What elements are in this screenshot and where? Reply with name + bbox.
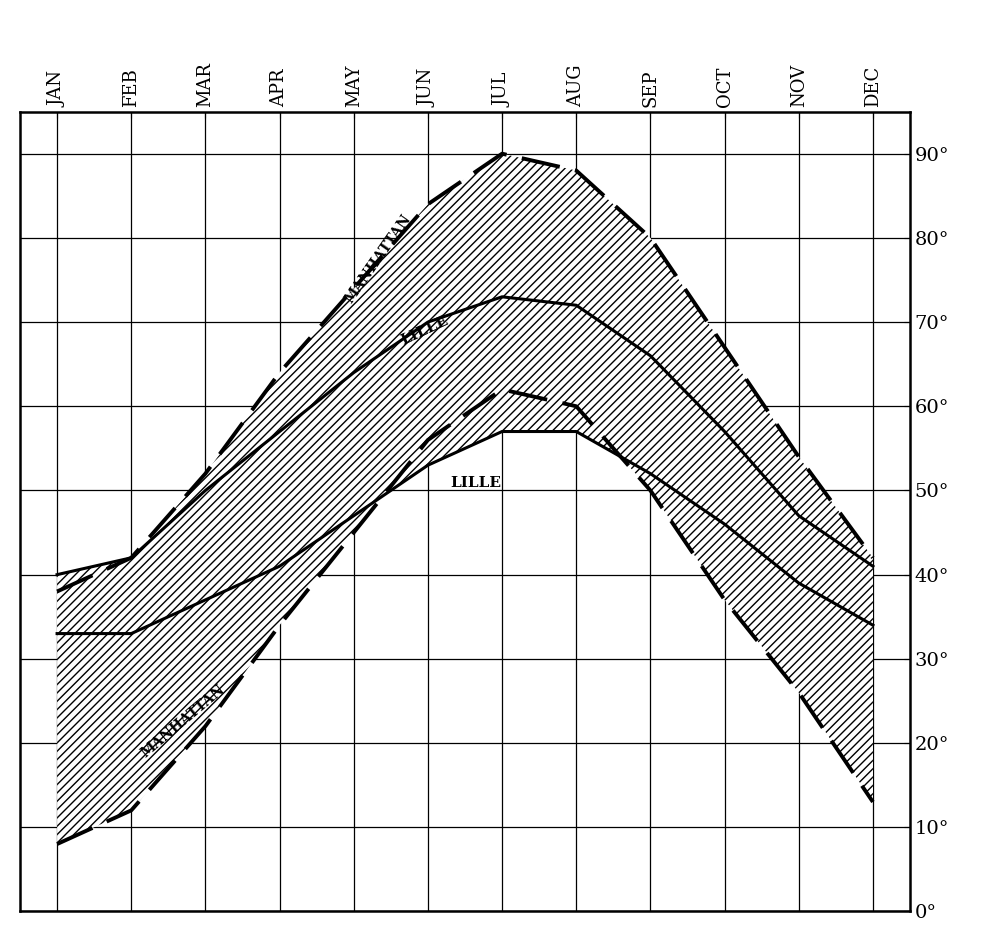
Text: MANHATTAN: MANHATTAN [139, 682, 228, 760]
Text: LILLE: LILLE [450, 476, 501, 490]
Text: MANHATTAN: MANHATTAN [343, 211, 414, 305]
Text: LILLE: LILLE [398, 313, 450, 347]
